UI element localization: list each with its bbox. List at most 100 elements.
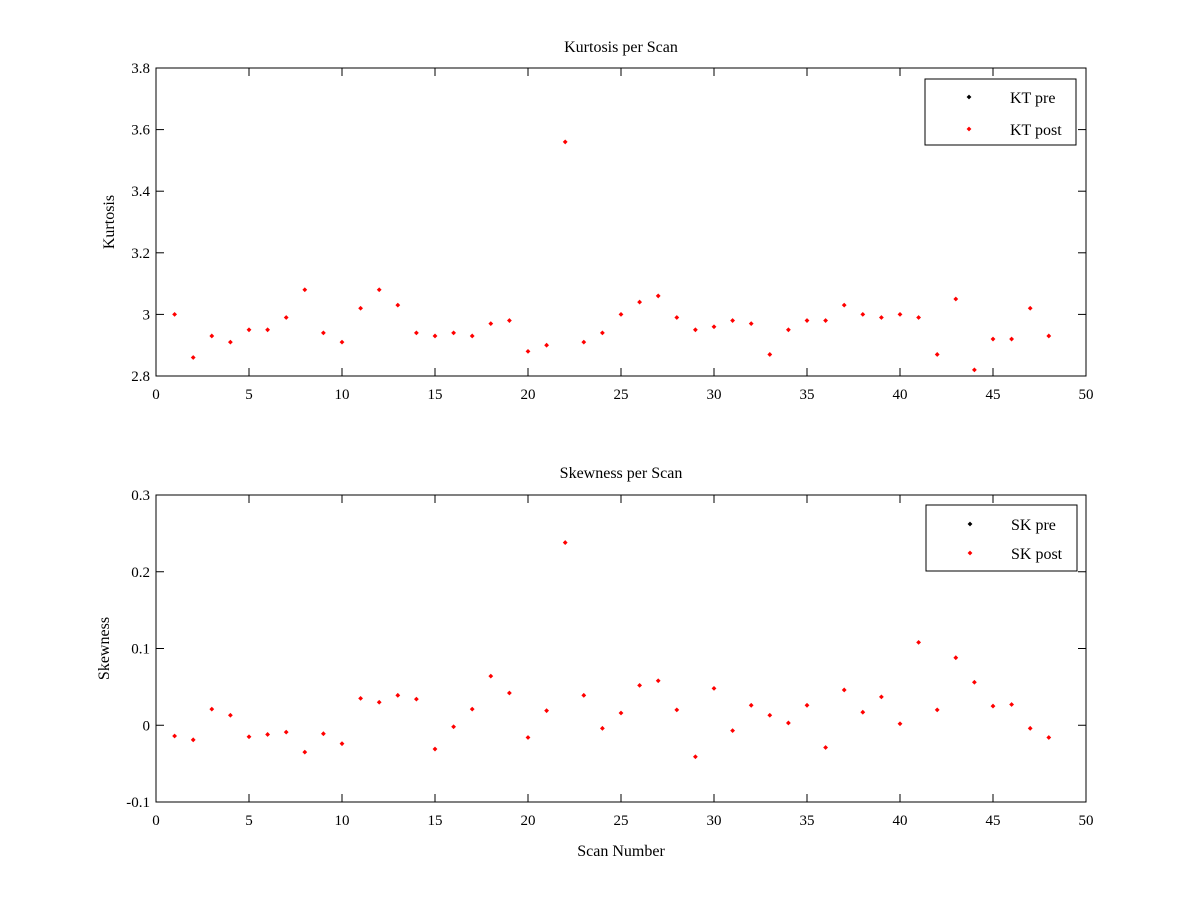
data-point [265,732,270,737]
data-point [916,639,921,645]
y-axis-label: Kurtosis [101,195,118,249]
legend: SK pre SK post [925,504,1078,572]
data-point [432,333,438,339]
data-point [897,721,903,727]
data-point [469,333,475,339]
x-tick-label: 10 [335,387,350,403]
data-point [711,324,717,330]
y-tick-label: 3 [143,307,151,323]
legend-marker [967,550,973,556]
y-tick-label: 3.6 [131,123,150,139]
x-tick-label: 45 [986,813,1001,829]
data-point [730,318,735,323]
y-tick-label: 0.3 [131,488,150,504]
legend-label: SK post [1011,546,1063,563]
data-point [711,686,717,691]
data-point [600,725,605,731]
data-point [339,741,345,747]
data-point [1046,735,1052,740]
data-point [860,709,866,715]
data-point [934,707,940,713]
legend-box [924,78,1077,146]
x-tick-label: 40 [893,813,908,829]
data-point [228,712,233,718]
x-tick-label: 35 [800,813,815,829]
data-point [972,679,977,685]
x-tick-label: 0 [152,387,160,403]
x-tick-label: 35 [800,387,815,403]
x-tick-label: 25 [614,387,629,403]
data-point [934,352,940,357]
data-point [637,299,642,305]
legend-marker [966,94,972,100]
data-point [879,315,884,320]
y-tick-label: 0 [143,718,151,734]
x-tick-label: 30 [707,813,722,829]
data-point [767,712,773,718]
data-point [190,355,196,360]
data-point [786,720,791,726]
data-point [172,733,177,739]
data-point [1046,333,1052,339]
chart-title: Kurtosis per Scan [564,39,678,56]
data-point [823,745,828,750]
data-point [581,339,587,345]
data-point [376,699,382,705]
x-tick-label: 5 [245,813,253,829]
data-point [246,734,252,740]
y-axis-label: Skewness [96,617,113,680]
data-point [879,694,884,700]
y-tick-label: 0.1 [131,642,150,658]
chart-1: 0 5 10 15 20 25 30 35 40 45 50 2.8 3 3.2 3.4 3.6 3.8 Kurt… [101,39,1094,403]
data-point [990,703,996,709]
data-point [395,302,401,308]
data-point [469,706,475,712]
data-point [544,708,549,714]
x-tick-label: 25 [614,813,629,829]
x-tick-label: 20 [521,813,536,829]
data-point [451,330,456,336]
chart-title: Skewness per Scan [560,465,683,482]
data-point [748,702,754,708]
x-tick-label: 30 [707,387,722,403]
data-point [1027,305,1033,311]
data-point [488,673,494,679]
data-point [972,367,977,373]
data-point [748,321,754,327]
data-point [507,318,512,323]
data-point [414,330,419,336]
data-point [953,296,959,302]
data-point [228,339,233,345]
data-point [581,692,587,698]
data-point [358,305,363,311]
data-point [1009,702,1014,707]
data-point [209,706,215,712]
data-point [655,293,661,299]
data-point [600,330,605,336]
data-point [674,707,680,713]
series-2 [172,139,1052,373]
data-point [321,330,326,336]
data-point [209,333,215,339]
data-point [655,678,661,684]
data-point [339,339,345,345]
data-point [525,348,531,354]
data-point [693,327,698,333]
data-point [1027,725,1033,731]
data-point [283,729,289,735]
y-tick-label: -0.1 [126,795,150,811]
legend-label: KT pre [1010,90,1055,107]
data-point [302,287,308,293]
data-point [507,690,512,696]
legend-box [925,504,1078,572]
data-point [674,315,680,320]
y-tick-label: 2.8 [131,369,150,385]
data-point [804,702,810,708]
x-tick-label: 0 [152,813,160,829]
x-axis-label: Scan Number [577,843,665,860]
data-point [190,737,196,743]
data-point [953,655,959,661]
x-tick-label: 45 [986,387,1001,403]
x-tick-label: 50 [1079,387,1094,403]
